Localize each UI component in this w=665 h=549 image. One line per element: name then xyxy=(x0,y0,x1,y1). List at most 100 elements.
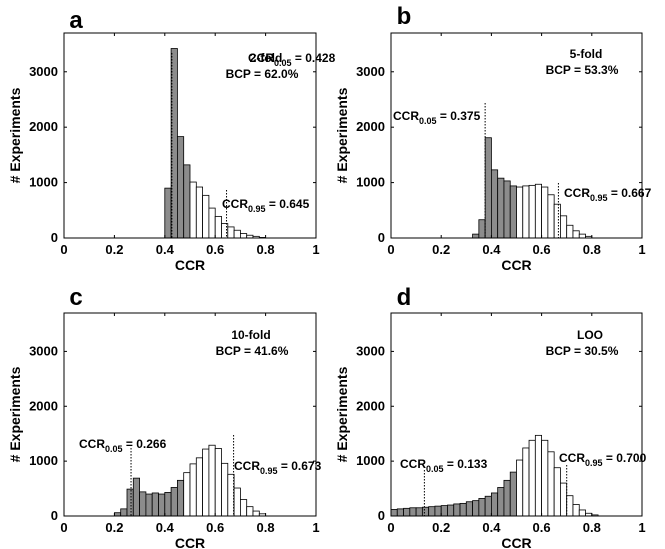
y-tick-label: 1000 xyxy=(356,175,385,190)
x-tick-label: 0 xyxy=(60,242,67,257)
axes-box xyxy=(63,32,317,239)
y-tick-label: 2000 xyxy=(356,119,385,134)
histogram-bar xyxy=(246,506,254,517)
x-tick-label: 0.6 xyxy=(533,242,551,257)
bcp-label: BCP = 30.5% xyxy=(546,344,619,358)
histogram-bar xyxy=(472,500,480,517)
histogram-bar xyxy=(233,229,241,239)
fold-label: 10-fold xyxy=(231,328,270,342)
histogram-bar xyxy=(202,194,210,239)
histogram-bar xyxy=(497,177,505,239)
histogram-bar xyxy=(208,207,216,239)
histogram-bar xyxy=(528,439,536,517)
histogram-bar xyxy=(403,507,411,517)
x-axis-label: CCR xyxy=(501,535,531,549)
histogram-bar xyxy=(195,457,204,517)
histogram-bar xyxy=(560,215,568,239)
x-axis-label: CCR xyxy=(175,535,205,549)
histogram-bar xyxy=(440,505,448,517)
histogram-bar xyxy=(572,504,580,517)
histogram-bar xyxy=(484,495,492,517)
histogram-bar xyxy=(478,498,486,517)
histogram-bar xyxy=(572,230,580,239)
x-tick-label: 0.2 xyxy=(432,242,450,257)
histogram-bar xyxy=(459,502,467,517)
x-tick-label: 0.4 xyxy=(482,242,501,257)
histogram-bar xyxy=(528,184,536,239)
histogram-bar xyxy=(541,439,549,517)
ccr-095-marker-label: CCR0.95 = 0.645 xyxy=(222,197,310,214)
ccr-005-marker-label: CCR0.05 = 0.133 xyxy=(400,457,488,474)
histogram-bar xyxy=(547,451,555,517)
y-tick-label: 0 xyxy=(51,508,58,523)
histogram-bar xyxy=(239,499,248,517)
ccr-095-marker-label: CCR0.95 = 0.673 xyxy=(234,459,322,476)
histogram-bar xyxy=(409,507,417,517)
histogram-bar xyxy=(390,509,398,517)
x-tick-label: 0.8 xyxy=(257,242,275,257)
histogram-bar xyxy=(516,459,524,517)
histogram-bar xyxy=(176,479,185,517)
x-tick-label: 1 xyxy=(312,242,319,257)
histogram-bar xyxy=(465,501,473,517)
histogram-bar xyxy=(221,462,229,517)
y-axis-label: # Experiments xyxy=(334,87,350,183)
histogram-bar xyxy=(522,447,530,517)
histogram-bar xyxy=(484,137,492,239)
axes-box xyxy=(390,32,643,239)
histogram-bar xyxy=(183,472,191,517)
x-tick-label: 0.2 xyxy=(105,242,123,257)
histogram-bar xyxy=(183,164,191,239)
x-tick-label: 1 xyxy=(638,520,645,535)
panel-c: 0 0.2 0.4 0.6 0.8 1 0 1000 2000 3000 CCR # Experime… xyxy=(7,284,322,549)
histogram-bar xyxy=(578,233,586,239)
histogram-bar xyxy=(164,492,172,517)
x-tick-label: 0 xyxy=(387,520,394,535)
histogram-bar xyxy=(415,507,423,517)
histogram-bar xyxy=(503,180,511,239)
y-axis-label: # Experiments xyxy=(7,366,23,462)
y-tick-label: 1000 xyxy=(356,453,385,468)
x-tick-label: 0.8 xyxy=(257,520,275,535)
x-axis-label: CCR xyxy=(501,257,531,273)
y-tick-label: 3000 xyxy=(29,64,58,79)
x-tick-label: 0.4 xyxy=(482,520,501,535)
histogram-bar xyxy=(145,493,153,517)
x-axis-label: CCR xyxy=(175,257,205,273)
histogram-bar xyxy=(233,487,241,517)
y-axis-label: # Experiments xyxy=(7,87,23,183)
histogram-bar xyxy=(120,508,128,517)
histogram-bar xyxy=(164,187,172,239)
x-tick-label: 0.6 xyxy=(206,520,224,535)
fold-label: 2-fold xyxy=(250,51,283,65)
histogram-bar xyxy=(189,463,197,517)
bcp-label: BCP = 41.6% xyxy=(216,344,289,358)
histogram-bar xyxy=(522,185,530,239)
histogram-bar xyxy=(560,482,568,517)
panel-letter: b xyxy=(397,3,412,30)
histogram-bar xyxy=(447,504,455,517)
histogram-bar xyxy=(195,186,204,239)
ccr-005-marker-label: CCR0.05 = 0.266 xyxy=(79,437,167,454)
bcp-label: BCP = 62.0% xyxy=(226,67,299,81)
histogram-bar xyxy=(170,487,178,517)
histogram-bar xyxy=(139,491,147,517)
histogram-bar xyxy=(453,503,461,517)
axes-box xyxy=(63,312,317,517)
fold-label: 5-fold xyxy=(570,47,603,61)
histogram-bar xyxy=(566,224,574,239)
histogram-bar xyxy=(541,186,549,239)
histogram-bar xyxy=(428,506,436,517)
histogram-bar xyxy=(239,233,248,239)
histogram-bar xyxy=(509,471,517,517)
histogram-bar xyxy=(189,181,197,239)
panel-b: 0 0.2 0.4 0.6 0.8 1 0 1000 2000 3000 CCR # Experime… xyxy=(334,3,652,273)
histogram-bar xyxy=(227,226,235,239)
y-tick-label: 0 xyxy=(51,230,58,245)
histogram-bar xyxy=(396,508,404,517)
panel-letter: d xyxy=(397,284,412,311)
y-tick-label: 1000 xyxy=(29,453,58,468)
y-axis-label: # Experiments xyxy=(334,366,350,462)
histogram-bar xyxy=(578,509,586,517)
histogram-bar xyxy=(509,185,517,239)
